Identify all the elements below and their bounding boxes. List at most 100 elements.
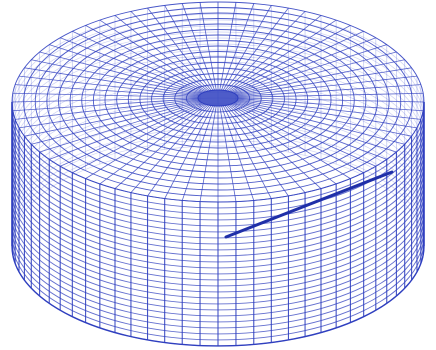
top-face-spoke bbox=[233, 37, 376, 94]
top-face-spoke bbox=[24, 100, 200, 137]
top-face-spoke bbox=[236, 100, 405, 145]
top-face-spoke bbox=[231, 30, 364, 93]
top-face-spoke bbox=[85, 103, 206, 179]
front-wall-band-arc bbox=[11, 185, 425, 287]
front-wall-band-arc bbox=[11, 179, 425, 281]
front-wall-band-arc bbox=[11, 239, 425, 341]
front-wall-band-arc bbox=[11, 119, 425, 221]
top-face-spoke bbox=[229, 19, 337, 92]
front-wall-band-arc bbox=[11, 215, 425, 317]
top-face-spoke bbox=[12, 92, 199, 98]
top-face-spoke bbox=[60, 37, 203, 94]
top-face-spoke bbox=[234, 44, 387, 94]
top-face-spoke bbox=[39, 51, 201, 95]
top-face-spoke bbox=[199, 2, 217, 91]
top-face-spoke bbox=[114, 15, 209, 92]
top-face-spoke bbox=[236, 100, 412, 137]
top-face-spoke bbox=[230, 25, 351, 93]
top-face-spoke bbox=[237, 98, 421, 120]
top-face-spoke bbox=[230, 103, 351, 179]
top-face-spoke bbox=[164, 5, 214, 91]
top-face-spoke bbox=[236, 67, 412, 96]
top-face-spoke bbox=[31, 100, 200, 145]
cylinder-top-face bbox=[11, 1, 425, 203]
top-face-spoke bbox=[219, 105, 237, 202]
top-face-spoke bbox=[237, 84, 421, 98]
top-face-spoke bbox=[233, 102, 376, 167]
front-wall-band-arc bbox=[11, 137, 425, 239]
top-face-spoke bbox=[11, 97, 199, 103]
top-face-spoke bbox=[236, 59, 405, 96]
top-face-spoke bbox=[72, 30, 205, 93]
top-face-spoke bbox=[85, 25, 206, 93]
highlight-line-group bbox=[224, 170, 394, 239]
top-face-spoke bbox=[18, 99, 199, 129]
top-face-spoke bbox=[226, 11, 306, 92]
top-face-spoke bbox=[181, 3, 215, 91]
front-wall-band-arc bbox=[11, 197, 425, 299]
front-wall-band-arc bbox=[11, 143, 425, 245]
top-face-spoke bbox=[222, 5, 272, 91]
top-face-spoke bbox=[221, 105, 255, 201]
top-face-spoke bbox=[49, 44, 202, 94]
top-face-spoke bbox=[235, 51, 397, 95]
front-wall-band-arc bbox=[11, 203, 425, 305]
top-face-spoke bbox=[39, 101, 201, 153]
top-face-spoke bbox=[237, 75, 418, 97]
top-face-spoke bbox=[219, 2, 237, 91]
top-face-spoke bbox=[31, 59, 200, 96]
top-face-spoke bbox=[226, 104, 306, 193]
top-face-spoke bbox=[224, 7, 289, 91]
top-face-spoke bbox=[237, 97, 425, 103]
top-face-spoke bbox=[227, 104, 322, 189]
top-face-spoke bbox=[222, 105, 272, 199]
top-face-spoke bbox=[237, 92, 424, 98]
bottom-edge-arc bbox=[11, 245, 425, 347]
highlight-line bbox=[224, 170, 394, 239]
top-face-spoke bbox=[221, 3, 255, 91]
top-face-spoke bbox=[130, 11, 210, 92]
top-face-spoke bbox=[49, 102, 202, 160]
top-face-spoke bbox=[99, 19, 207, 92]
top-face-spoke bbox=[237, 99, 418, 129]
top-face-spoke bbox=[164, 105, 214, 199]
top-face-spoke bbox=[147, 7, 212, 91]
top-face-spoke bbox=[15, 84, 199, 98]
front-wall-band-arc bbox=[11, 107, 425, 209]
cylinder-front-wall bbox=[11, 101, 425, 347]
top-face-spoke bbox=[15, 98, 199, 120]
top-face-spoke bbox=[147, 105, 212, 197]
top-face-spoke bbox=[231, 103, 364, 174]
top-face-spoke bbox=[60, 102, 203, 167]
top-face-spoke bbox=[237, 98, 424, 112]
top-face-spoke bbox=[114, 104, 209, 189]
top-face-spoke bbox=[24, 67, 200, 96]
top-face-spoke bbox=[99, 104, 207, 185]
top-face-spoke bbox=[181, 105, 215, 201]
front-wall-band-arc bbox=[11, 227, 425, 329]
front-wall-band-arc bbox=[11, 167, 425, 269]
front-wall-band-arc bbox=[11, 101, 425, 203]
top-face-spoke bbox=[234, 102, 387, 160]
top-face-spoke bbox=[12, 98, 199, 112]
top-face-center bbox=[197, 89, 239, 107]
front-wall-band-arc bbox=[11, 233, 425, 335]
top-face-spoke bbox=[235, 101, 397, 153]
front-wall-band-arc bbox=[11, 131, 425, 233]
front-wall-band-arc bbox=[11, 221, 425, 323]
top-face-spoke bbox=[18, 75, 199, 97]
top-face-spoke bbox=[130, 104, 210, 193]
front-wall-band-arc bbox=[11, 209, 425, 311]
front-wall-band-arc bbox=[11, 155, 425, 257]
top-face-spoke bbox=[72, 103, 205, 174]
top-face-spoke bbox=[227, 15, 322, 92]
top-face-spoke bbox=[199, 105, 217, 202]
top-face-spoke bbox=[224, 105, 289, 197]
front-wall-band-arc bbox=[11, 113, 425, 215]
front-wall-band-arc bbox=[11, 149, 425, 251]
front-wall-band-arc bbox=[11, 173, 425, 275]
front-wall-band-arc bbox=[11, 125, 425, 227]
front-wall-band-arc bbox=[11, 161, 425, 263]
